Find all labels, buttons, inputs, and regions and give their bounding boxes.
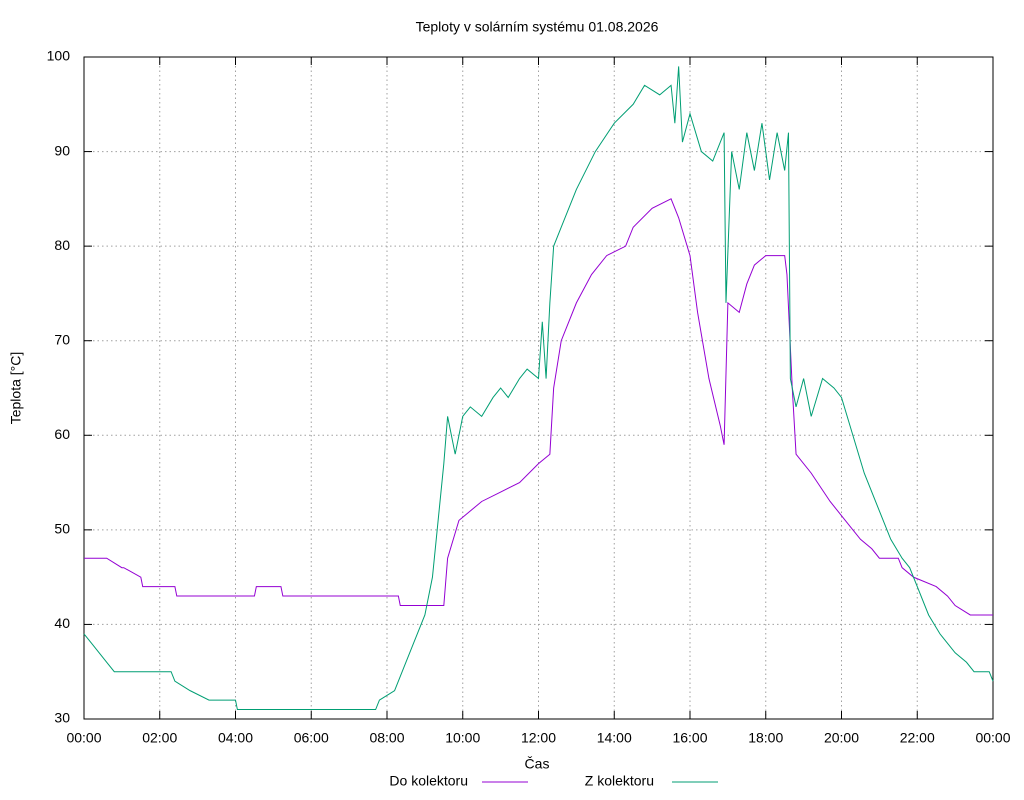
y-tick-label: 100 [47,48,71,64]
data-line [84,198,993,616]
legend-label: Z kolektoru [585,773,654,789]
data-line [83,66,994,711]
y-tick-label: 80 [54,237,70,253]
x-tick-label: 12:00 [521,730,556,746]
y-tick-label: 30 [54,710,70,726]
x-tick-label: 00:00 [975,730,1010,746]
x-tick-label: 22:00 [900,730,935,746]
x-tick-label: 08:00 [369,730,404,746]
x-tick-label: 14:00 [597,730,632,746]
x-tick-label: 02:00 [142,730,177,746]
x-tick-label: 10:00 [445,730,480,746]
legend-label: Do kolektoru [389,773,468,789]
y-tick-label: 60 [54,426,70,442]
x-tick-label: 20:00 [824,730,859,746]
x-tick-label: 18:00 [748,730,783,746]
y-axis-label: Teplota [°C] [8,352,24,425]
x-tick-label: 04:00 [218,730,253,746]
x-tick-label: 00:00 [66,730,101,746]
x-axis-label: Čas [525,756,550,772]
y-tick-label: 70 [54,331,70,347]
y-tick-label: 90 [54,142,70,158]
x-tick-label: 06:00 [294,730,329,746]
plot-frame [83,56,994,720]
y-tick-label: 50 [54,521,70,537]
y-tick-label: 40 [54,615,70,631]
chart-title: Teploty v solárním systému 01.08.2026 [416,19,659,35]
x-tick-label: 16:00 [672,730,707,746]
